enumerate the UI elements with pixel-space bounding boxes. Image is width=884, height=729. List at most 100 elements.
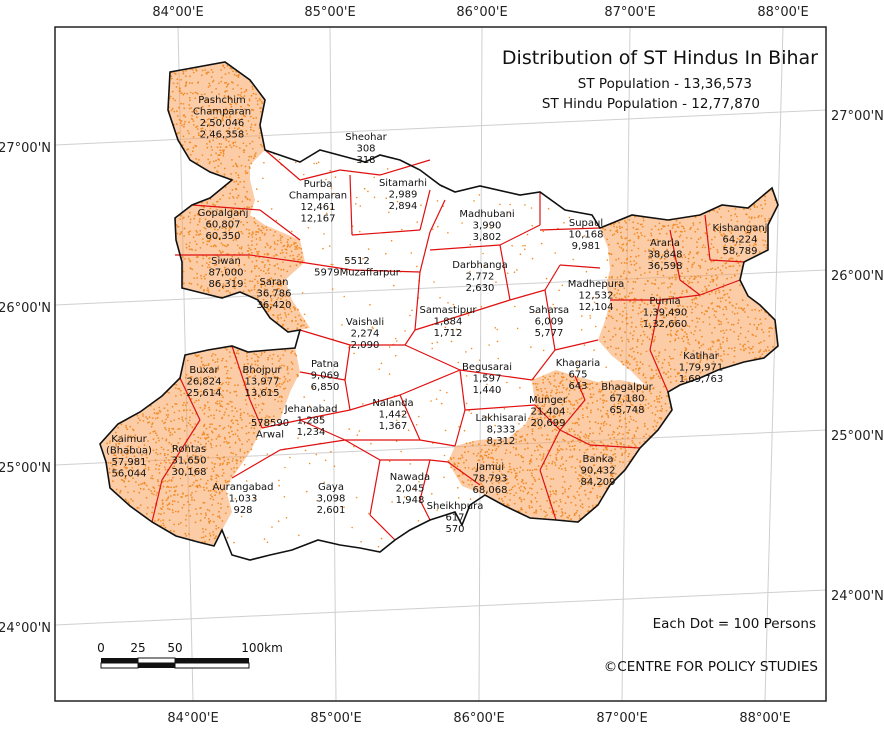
population-dot xyxy=(182,93,185,96)
population-dot xyxy=(605,423,608,425)
population-dot xyxy=(351,526,353,529)
population-dot xyxy=(529,469,531,472)
population-dot xyxy=(502,502,505,505)
population-dot xyxy=(625,359,628,362)
tick-label: 24°00'N xyxy=(831,589,884,604)
population-dot xyxy=(171,405,174,408)
population-dot xyxy=(545,277,548,280)
population-dot xyxy=(733,312,736,315)
population-dot xyxy=(609,291,612,294)
population-dot xyxy=(230,420,233,422)
population-dot xyxy=(618,386,621,389)
population-dot xyxy=(266,307,269,310)
population-dot xyxy=(533,511,536,514)
population-dot xyxy=(622,461,624,464)
population-dot xyxy=(249,115,252,118)
district-label-line: 643 xyxy=(568,381,587,392)
population-dot xyxy=(189,416,191,419)
population-dot xyxy=(122,454,124,457)
population-dot xyxy=(145,453,148,456)
population-dot xyxy=(269,229,272,231)
population-dot xyxy=(119,489,122,492)
population-dot xyxy=(225,365,228,368)
population-dot xyxy=(216,146,219,149)
population-dot xyxy=(558,445,561,447)
population-dot xyxy=(207,375,210,378)
population-dot xyxy=(192,136,195,138)
population-dot xyxy=(222,357,224,360)
population-dot xyxy=(252,370,255,373)
population-dot xyxy=(199,519,202,522)
population-dot xyxy=(152,486,155,489)
population-dot xyxy=(749,208,752,211)
population-dot xyxy=(266,391,269,393)
population-dot xyxy=(659,296,661,299)
population-dot xyxy=(162,519,165,522)
population-dot xyxy=(227,244,229,247)
population-dot xyxy=(248,257,250,259)
population-dot xyxy=(220,69,223,71)
population-dot xyxy=(604,340,606,343)
population-dot xyxy=(269,354,271,357)
population-dot xyxy=(746,241,748,244)
population-dot xyxy=(333,465,336,468)
population-dot xyxy=(160,462,162,464)
population-dot xyxy=(216,358,219,360)
population-dot xyxy=(682,376,685,379)
population-dot xyxy=(725,299,727,302)
population-dot xyxy=(662,242,665,245)
population-dot xyxy=(725,308,728,311)
population-dot xyxy=(546,434,549,437)
population-dot xyxy=(292,306,295,308)
population-dot xyxy=(756,206,759,208)
district-label-line: 12,532 xyxy=(579,291,614,302)
population-dot xyxy=(558,505,560,508)
population-dot xyxy=(659,409,662,412)
population-dot xyxy=(221,417,224,420)
population-dot xyxy=(251,414,253,417)
district-label: Patna 9,069 6,850 xyxy=(311,359,340,393)
population-dot xyxy=(674,223,676,226)
population-dot xyxy=(234,102,237,105)
population-dot xyxy=(619,413,622,415)
population-dot xyxy=(400,450,402,453)
population-dot xyxy=(132,500,134,502)
population-dot xyxy=(577,417,580,420)
population-dot xyxy=(679,304,681,306)
population-dot xyxy=(610,442,613,445)
population-dot xyxy=(622,310,624,313)
population-dot xyxy=(188,380,191,383)
population-dot xyxy=(561,486,564,489)
population-dot xyxy=(495,447,498,450)
population-dot xyxy=(514,454,517,456)
population-dot xyxy=(200,277,203,280)
population-dot xyxy=(189,75,191,78)
population-dot xyxy=(764,199,766,202)
population-dot xyxy=(540,459,543,461)
population-dot xyxy=(721,234,724,237)
population-dot xyxy=(212,498,215,501)
population-dot xyxy=(655,425,658,428)
population-dot xyxy=(188,107,191,110)
population-dot xyxy=(297,323,299,325)
population-dot xyxy=(536,445,538,448)
population-dot xyxy=(660,269,663,272)
population-dot xyxy=(616,441,618,444)
population-dot xyxy=(271,303,273,306)
population-dot xyxy=(530,500,532,502)
population-dot xyxy=(206,201,209,204)
population-dot xyxy=(717,338,720,341)
population-dot xyxy=(207,289,210,292)
population-dot xyxy=(517,430,519,432)
population-dot xyxy=(167,459,170,462)
population-dot xyxy=(168,427,171,430)
population-dot xyxy=(608,243,610,246)
population-dot xyxy=(611,433,614,436)
population-dot xyxy=(576,509,579,512)
population-dot xyxy=(689,252,691,254)
population-dot xyxy=(218,159,221,161)
population-dot xyxy=(524,438,526,441)
population-dot xyxy=(506,504,508,506)
population-dot xyxy=(274,242,276,245)
population-dot xyxy=(763,350,765,353)
